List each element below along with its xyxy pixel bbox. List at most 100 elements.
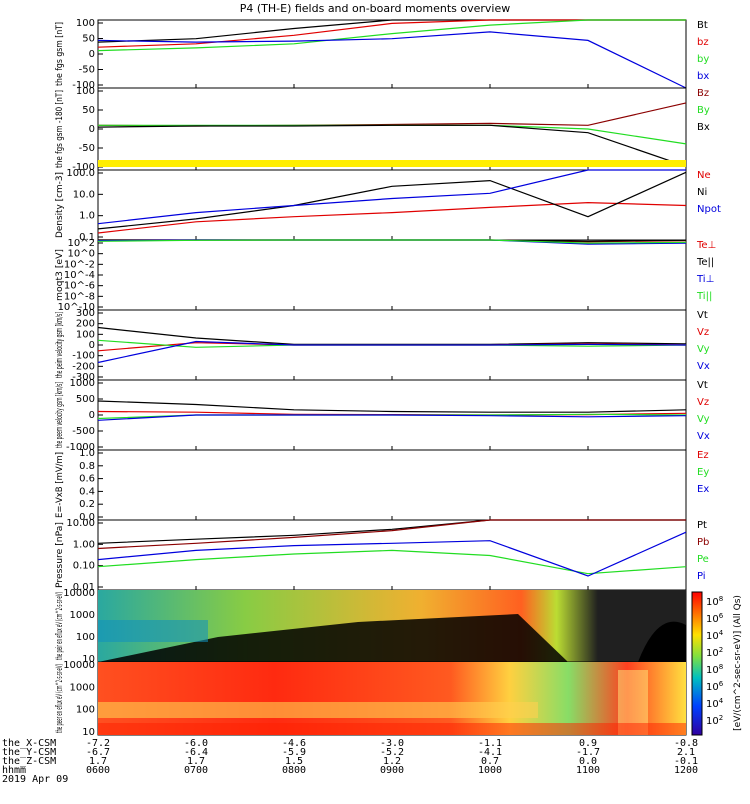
y-tick-label: 50	[82, 105, 95, 116]
legend-entry: Ey	[697, 467, 709, 478]
y-tick-label: 100.0	[66, 168, 95, 179]
panel-frame	[97, 449, 687, 521]
legend-entry: Bz	[697, 88, 709, 99]
colorbar-tick-label: 108	[706, 663, 723, 676]
y-tick-label: 10	[82, 727, 95, 738]
y-tick-label: 0	[89, 340, 95, 351]
y-tick-label: -100	[72, 351, 95, 362]
footer-value: 1100	[576, 765, 600, 776]
y-tick-label: 0.2	[79, 499, 95, 510]
legend-entry: Pb	[697, 537, 709, 548]
legend-entry: Ni	[697, 187, 707, 198]
footer-value: 0600	[86, 765, 110, 776]
y-axis-label: Pressure [nPa]	[55, 522, 65, 588]
y-axis-label: Density [cm-3]	[55, 172, 65, 238]
y-tick-label: 0	[89, 124, 95, 135]
y-tick-label: 100	[76, 86, 95, 97]
colorbar-tick-label: 102	[706, 646, 723, 659]
y-axis-label: the peir en eflux eV (cm^2-s-sr-eV)	[55, 592, 65, 660]
footer-row-label: the_Y-CSM	[2, 747, 56, 758]
footer-value: 0700	[184, 765, 208, 776]
colorbar-tick-label: 108	[706, 595, 723, 608]
colorbar-tick-label: 104	[706, 697, 724, 710]
y-tick-label: -50	[79, 143, 95, 154]
footer-row-label: hhmm	[2, 765, 26, 776]
legend-entry: Vz	[697, 397, 709, 408]
series-line-Pt	[97, 519, 686, 544]
series-line-Npot	[97, 169, 686, 225]
series-line-Bz	[97, 102, 687, 127]
panel-fgs_gsm_detrend: 100 50 0 -50 -100 the fgs gsm -180 [nT] Bz By Bx	[55, 86, 710, 173]
y-tick-label: 300	[76, 308, 95, 319]
footer-value: -1.7	[576, 747, 600, 758]
y-tick-label: -50	[79, 65, 95, 76]
y-tick-label: 10^0	[68, 249, 95, 260]
footer-value: -4.1	[478, 747, 502, 758]
footer-value: 2.1	[677, 747, 695, 758]
colorbar-tick-label: 104	[706, 629, 724, 642]
y-axis-label: the fgs gsm [nT]	[55, 22, 65, 86]
y-tick-label: -300	[72, 372, 95, 383]
series-line-By	[98, 124, 687, 145]
page-title: P4 (TH-E) fields and on-board moments ov…	[239, 2, 511, 15]
legend-entry: bx	[697, 71, 709, 82]
y-tick-label: 500	[76, 394, 95, 405]
y-tick-label: 10000	[63, 660, 95, 671]
y-tick-label: 10^-6	[64, 281, 95, 292]
y-tick-label: 0.4	[79, 486, 95, 497]
footer-value: -3.0	[380, 738, 404, 749]
y-tick-label: 10.00	[66, 518, 95, 529]
legend-entry: By	[697, 105, 710, 116]
y-tick-label: 1000	[70, 378, 95, 389]
legend-entry: Pt	[697, 520, 707, 531]
series-line-Pb	[97, 519, 686, 550]
series-line-Ti||	[97, 239, 687, 244]
y-tick-label: 10^-4	[64, 270, 95, 281]
spectrogram-band	[98, 614, 568, 662]
spectrogram-9	[98, 662, 686, 735]
y-tick-label: -200	[72, 361, 95, 372]
series-line-Vx	[97, 340, 687, 364]
series-line-bx	[97, 31, 687, 89]
legend-entry: by	[697, 54, 709, 65]
y-tick-label: 0.10	[73, 561, 95, 572]
legend-entry: Ez	[697, 450, 709, 461]
y-tick-label: -500	[72, 426, 95, 437]
footer: the_X-CSM -7.2 -6.0 -4.6 -3.0 -1.1 0.9 -0.8 the_…	[2, 738, 698, 785]
y-tick-label: 10	[82, 654, 95, 665]
y-tick-label: 10^-10	[58, 302, 95, 313]
legend-entry: bz	[697, 37, 709, 48]
colorbar: 108 106 104 102 108 106 104 102 [eV/(cm^2-sec-sr…	[691, 591, 743, 736]
series-line-Pe	[97, 549, 687, 575]
y-tick-label: -100	[72, 80, 95, 91]
colorbar-fill	[691, 591, 703, 736]
y-axis-label: E=-VxB [mV/m]	[55, 452, 65, 518]
y-tick-label: 1.0	[79, 211, 95, 222]
footer-value: 0.9	[579, 738, 597, 749]
y-tick-label: 50	[82, 34, 95, 45]
legend-entry: Vx	[697, 431, 710, 442]
panel-frame	[97, 239, 687, 311]
footer-value: -0.1	[674, 756, 698, 767]
footer-value: -5.9	[282, 747, 306, 758]
y-tick-label: 0.1	[79, 232, 95, 243]
footer-value: -1.1	[478, 738, 502, 749]
y-tick-label: 1.00	[73, 539, 95, 550]
y-tick-label: 0	[89, 410, 95, 421]
legend-entry: Te||	[696, 257, 714, 268]
legend-entry: Pi	[697, 571, 706, 582]
legend-entry: Ti||	[696, 291, 712, 302]
panel-frame	[97, 19, 687, 89]
spectrogram-band	[98, 723, 686, 735]
legend-entry: Vz	[697, 327, 709, 338]
legend-entry: Te⊥	[696, 240, 716, 251]
y-tick-label: 0	[89, 49, 95, 60]
series-line-Vt	[97, 400, 687, 413]
y-tick-label: 0.0	[79, 512, 95, 523]
footer-value: 0900	[380, 765, 404, 776]
series-line-Bx	[97, 124, 687, 167]
footer-value: -6.0	[184, 738, 208, 749]
spectrogram-fill	[98, 662, 686, 735]
y-tick-label: -1000	[66, 442, 95, 453]
